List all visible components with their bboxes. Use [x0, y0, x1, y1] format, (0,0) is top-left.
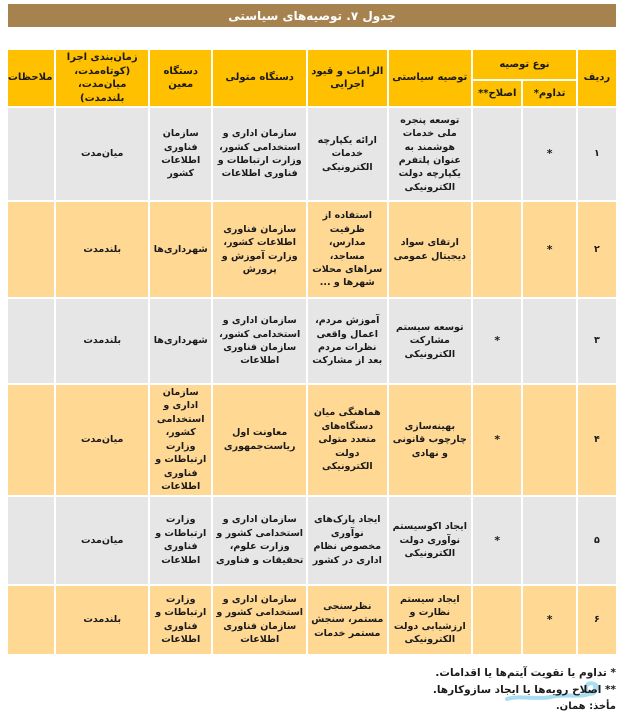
cell-motevalli: سازمان فناوری اطلاعات کشور، وزارت آموزش …: [213, 202, 307, 297]
eslah-mark: *: [473, 385, 522, 495]
cell-molahezat: [8, 585, 55, 654]
cell-zaman: بلندمدت: [56, 299, 148, 383]
table-row: ۱ * توسعه پنجره ملی خدمات هوشمند به عنوا…: [8, 108, 616, 200]
eslah-mark: [473, 202, 522, 297]
cell-elzamat: آموزش مردم، اعمال واقعی نظرات مردم بعد ا…: [308, 299, 387, 383]
table-title-bar: جدول ۷. توصیه‌های سیاستی: [8, 4, 616, 27]
cell-moayyan: شهرداری‌ها: [150, 202, 212, 297]
cell-zaman: میان‌مدت: [56, 385, 148, 495]
footnotes: * تداوم یا تقویت آیتم‌ها یا اقدامات. ** …: [8, 665, 616, 715]
header-tadavom: تداوم*: [523, 81, 576, 106]
tadavom-mark: [523, 299, 576, 383]
cell-molahezat: [8, 202, 55, 297]
table-header: ردیف نوع توصیه توصیه سیاستی الزامات و قی…: [8, 50, 616, 106]
cell-elzamat: ارائه یکپارچه خدمات الکترونیکی: [308, 108, 387, 200]
cell-tosie: توسعه پنجره ملی خدمات هوشمند به عنوان پل…: [388, 108, 472, 200]
tadavom-mark: [523, 496, 576, 584]
cell-molahezat: [8, 299, 55, 383]
cell-elzamat: نظرسنجی مستمر، سنجش مستمر خدمات: [308, 585, 387, 654]
eslah-mark: *: [473, 299, 522, 383]
table-title: جدول ۷. توصیه‌های سیاستی: [228, 8, 396, 23]
header-moayyan: دستگاه معین: [150, 50, 212, 106]
tadavom-mark: [523, 385, 576, 495]
cell-motevalli: معاونت اول ریاست‌جمهوری: [213, 385, 307, 495]
row-number: ۴: [577, 385, 616, 495]
cell-tosie: بهینه‌سازی چارچوب قانونی و نهادی: [388, 385, 472, 495]
eslah-mark: *: [473, 496, 522, 584]
row-number: ۲: [577, 202, 616, 297]
header-radif: ردیف: [577, 50, 616, 106]
cell-elzamat: هماهنگی میان دستگاه‌های متعدد متولی دولت…: [308, 385, 387, 495]
header-motevalli: دستگاه متولی: [213, 50, 307, 106]
cell-moayyan: وزارت ارتباطات و فناوری اطلاعات: [150, 585, 212, 654]
cell-tosie: ایجاد اکوسیستم نوآوری دولت الکترونیکی: [388, 496, 472, 584]
cell-tosie: ارتقای سواد دیجیتال عمومی: [388, 202, 472, 297]
footnote-tadavom: * تداوم یا تقویت آیتم‌ها یا اقدامات.: [435, 666, 616, 679]
cell-motevalli: سازمان اداری و استخدامی کشور و وزارت علو…: [213, 496, 307, 584]
table-row: ۴ * بهینه‌سازی چارچوب قانونی و نهادی هما…: [8, 385, 616, 495]
footnote-eslah: ** اصلاح رویه‌ها یا ایجاد سازوکارها.: [432, 683, 616, 696]
eslah-mark: [473, 585, 522, 654]
header-molahezat: ملاحظات: [8, 50, 55, 106]
cell-zaman: بلندمدت: [56, 202, 148, 297]
cell-molahezat: [8, 108, 55, 200]
cell-moayyan: سازمان فناوری اطلاعات کشور: [150, 108, 212, 200]
tadavom-mark: *: [523, 108, 576, 200]
cell-molahezat: [8, 385, 55, 495]
policy-table: ردیف نوع توصیه توصیه سیاستی الزامات و قی…: [6, 48, 618, 656]
table-row: ۶ * ایجاد سیستم نظارت و ارزشیابی دولت ال…: [8, 585, 616, 654]
cell-moayyan: شهرداری‌ها: [150, 299, 212, 383]
cell-molahezat: [8, 496, 55, 584]
cell-zaman: بلندمدت: [56, 585, 148, 654]
cell-tosie: توسعه سیستم مشارکت الکترونیکی: [388, 299, 472, 383]
table-row: ۵ * ایجاد اکوسیستم نوآوری دولت الکترونیک…: [8, 496, 616, 584]
cell-motevalli: سازمان اداری و استخدامی کشور، وزارت ارتب…: [213, 108, 307, 200]
cell-zaman: میان‌مدت: [56, 496, 148, 584]
cell-motevalli: سازمان اداری و استخدامی کشور، سازمان فنا…: [213, 299, 307, 383]
header-zaman: زمان‌بندی اجرا (کوتاه‌مدت، میان‌مدت، بلن…: [56, 50, 148, 106]
row-number: ۳: [577, 299, 616, 383]
row-number: ۶: [577, 585, 616, 654]
cell-moayyan: وزارت ارتباطات و فناوری اطلاعات: [150, 496, 212, 584]
header-tosie: توصیه سیاستی: [388, 50, 472, 106]
header-eslah: اصلاح**: [473, 81, 522, 106]
header-elzamat: الزامات و قیود اجرایی: [308, 50, 387, 106]
eslah-mark: [473, 108, 522, 200]
header-type-group: نوع توصیه: [473, 50, 576, 80]
cell-elzamat: ایجاد پارک‌های نوآوری مخصوص نظام اداری د…: [308, 496, 387, 584]
tadavom-mark: *: [523, 585, 576, 654]
row-number: ۵: [577, 496, 616, 584]
tadavom-mark: *: [523, 202, 576, 297]
table-row: ۲ * ارتقای سواد دیجیتال عمومی استفاده از…: [8, 202, 616, 297]
table-row: ۳ * توسعه سیستم مشارکت الکترونیکی آموزش …: [8, 299, 616, 383]
row-number: ۱: [577, 108, 616, 200]
cell-elzamat: استفاده از ظرفیت مدارس، مساجد، سراهای مح…: [308, 202, 387, 297]
cell-tosie: ایجاد سیستم نظارت و ارزشیابی دولت الکترو…: [388, 585, 472, 654]
cell-zaman: میان‌مدت: [56, 108, 148, 200]
cell-moayyan: سازمان اداری و استخدامی کشور، وزارت ارتب…: [150, 385, 212, 495]
cell-motevalli: سازمان اداری و استخدامی کشور و سازمان فن…: [213, 585, 307, 654]
